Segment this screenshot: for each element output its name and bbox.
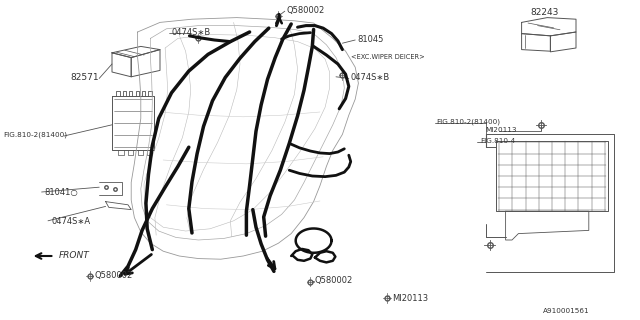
Text: 0474S∗B: 0474S∗B	[351, 73, 390, 82]
Text: 81041○: 81041○	[45, 188, 79, 196]
Text: <EXC.WIPER DEICER>: <EXC.WIPER DEICER>	[351, 54, 424, 60]
Text: 81045: 81045	[357, 35, 383, 44]
Text: 82243: 82243	[530, 8, 558, 17]
Text: A910001561: A910001561	[543, 308, 589, 314]
Text: Q580002: Q580002	[315, 276, 353, 285]
Text: Q580002: Q580002	[286, 6, 324, 15]
Text: 0474S∗A: 0474S∗A	[51, 217, 90, 226]
Text: FIG.810-2(81400): FIG.810-2(81400)	[3, 132, 67, 138]
Text: MI20113: MI20113	[485, 127, 516, 132]
Text: 82571: 82571	[70, 73, 99, 82]
Text: 0474S∗B: 0474S∗B	[172, 28, 211, 37]
Text: FIG.810-4: FIG.810-4	[480, 139, 515, 144]
Text: MI20113: MI20113	[392, 294, 428, 303]
Text: FRONT: FRONT	[59, 252, 90, 260]
Text: Q580002: Q580002	[95, 271, 133, 280]
Text: FIG.810-2(81400): FIG.810-2(81400)	[436, 119, 500, 125]
